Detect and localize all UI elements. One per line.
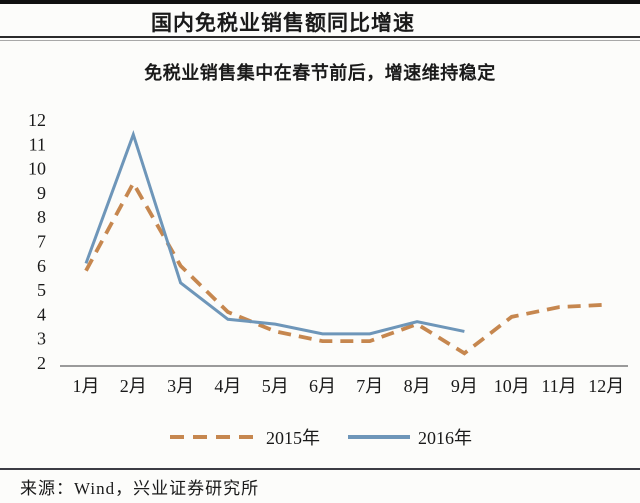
chart-legend: 2015年 2016年 [0, 425, 640, 449]
y-axis-tick-label: 10 [28, 159, 46, 179]
solid-line-icon [348, 435, 410, 439]
x-axis-tick-label: 5月 [262, 376, 289, 396]
chart-subtitle: 免税业销售集中在春节前后，增速维持稳定 [144, 63, 496, 83]
x-axis-tick-label: 1月 [73, 376, 100, 396]
y-axis-tick-label: 3 [37, 329, 46, 349]
y-axis-tick-label: 5 [37, 280, 46, 300]
top-border [0, 0, 640, 4]
y-axis-tick-label: 8 [37, 207, 46, 227]
footer-divider [0, 468, 640, 470]
y-axis-tick-label: 2 [37, 353, 46, 373]
y-axis-tick-label: 4 [37, 304, 46, 324]
x-axis-tick-label: 8月 [404, 376, 431, 396]
x-axis-tick-label: 10月 [494, 376, 530, 396]
x-axis-tick-label: 4月 [214, 376, 241, 396]
x-axis-tick-label: 11月 [541, 376, 576, 396]
title-divider-light [0, 40, 640, 41]
x-axis-tick-label: 3月 [167, 376, 194, 396]
legend-item-2016: 2016年 [346, 424, 472, 450]
title-divider-dark [0, 36, 640, 38]
series-line-2015年 [84, 179, 607, 356]
x-axis-tick-label: 7月 [356, 376, 383, 396]
dashed-line-icon [170, 435, 258, 439]
series-line-2016年 [84, 129, 465, 336]
x-axis-tick-label: 6月 [309, 376, 336, 396]
y-axis-tick-label: 6 [37, 256, 46, 276]
y-axis-tick-label: 9 [37, 183, 46, 203]
x-axis-tick-label: 2月 [120, 376, 147, 396]
y-axis-tick-label: 11 [29, 134, 46, 154]
y-axis-tick-label: 12 [28, 110, 46, 130]
source-text: 来源：Wind，兴业证券研究所 [20, 479, 260, 498]
legend-label-2015: 2015年 [266, 428, 320, 448]
x-axis-tick-label: 12月 [588, 376, 624, 396]
x-axis-tick-label: 9月 [451, 376, 478, 396]
y-axis-tick-label: 7 [37, 232, 46, 252]
figure-title: 国内免税业销售额同比增速 [151, 11, 415, 35]
legend-label-2016: 2016年 [418, 428, 472, 448]
legend-item-2015: 2015年 [168, 424, 320, 450]
